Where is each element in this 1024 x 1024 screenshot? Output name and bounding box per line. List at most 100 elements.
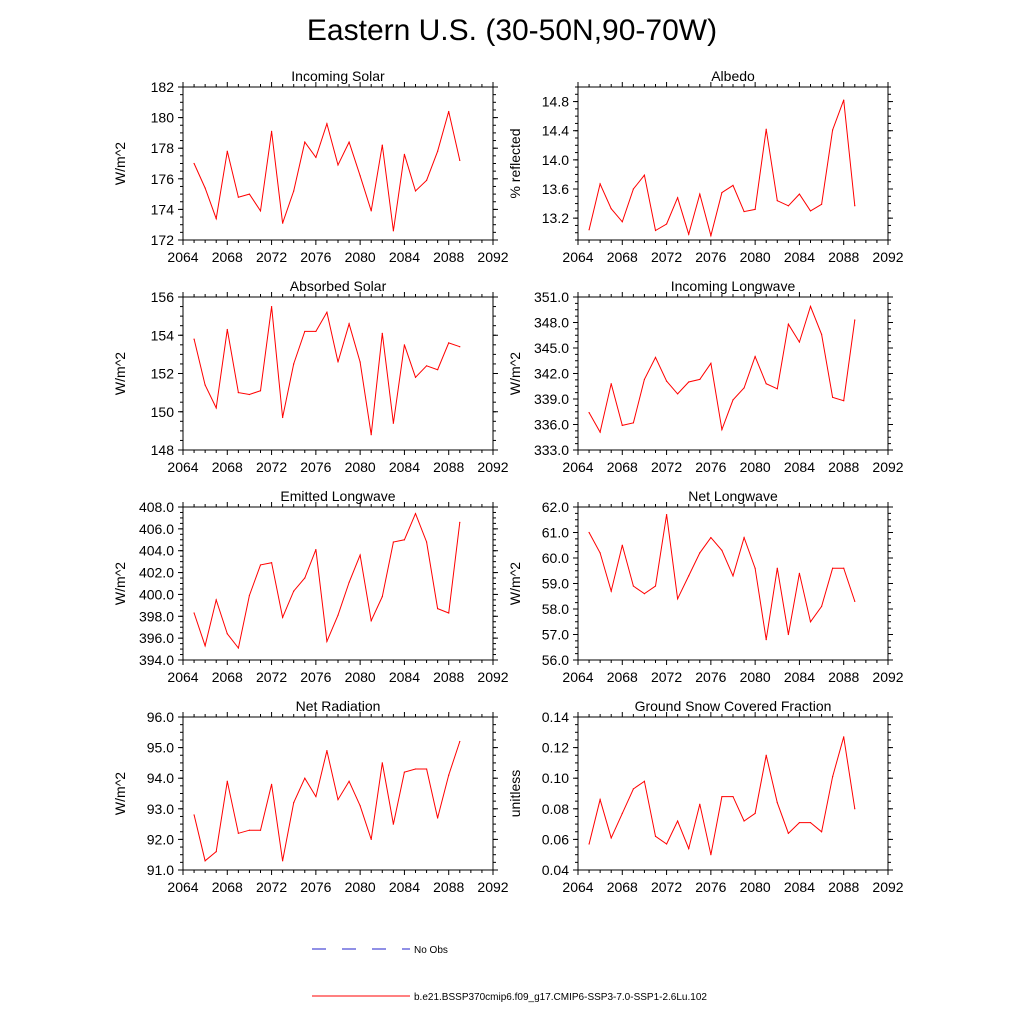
y-tick-label: 154 — [151, 327, 175, 343]
data-point — [754, 355, 756, 358]
y-tick-label: 404.0 — [139, 543, 174, 559]
series-line — [588, 304, 856, 434]
data-point — [459, 521, 461, 523]
x-tick-label: 2072 — [256, 459, 287, 475]
chart-title: Absorbed Solar — [290, 278, 387, 294]
x-tick-label: 2088 — [433, 249, 464, 265]
data-point — [654, 585, 657, 587]
x-tick-label: 2064 — [562, 459, 593, 475]
data-point — [193, 162, 195, 165]
data-point — [743, 537, 745, 539]
data-point — [588, 412, 590, 414]
data-point — [381, 596, 383, 598]
series-line — [193, 111, 461, 231]
chart-title: Emitted Longwave — [280, 488, 395, 504]
data-point — [448, 612, 450, 614]
data-point — [743, 210, 745, 213]
x-tick-label: 2080 — [345, 459, 376, 475]
x-tick-label: 2084 — [389, 459, 420, 475]
x-tick-label: 2068 — [212, 459, 243, 475]
data-point — [820, 831, 823, 833]
data-point — [237, 196, 239, 198]
data-point — [326, 123, 328, 125]
data-point — [776, 567, 778, 569]
data-point — [732, 399, 734, 401]
y-tick-label: 402.0 — [139, 565, 174, 581]
y-tick-label: 336.0 — [534, 417, 569, 433]
data-point — [754, 208, 756, 210]
chart-panel-3: Incoming Longwave W/m^2 2064 2068 2072 2076 20… — [507, 278, 904, 475]
x-tick-label: 2072 — [651, 249, 682, 265]
data-point — [599, 431, 601, 433]
chart-panel-5: Net Longwave W/m^2 2064 2068 2072 2076 2080 208… — [507, 488, 904, 685]
x-tick-label: 2084 — [784, 669, 815, 685]
data-point — [721, 549, 723, 551]
data-point — [710, 854, 712, 856]
y-tick-label: 178 — [151, 140, 175, 156]
series-line — [588, 736, 856, 855]
plot-frame — [577, 296, 889, 451]
data-point — [215, 407, 217, 409]
y-tick-label: 156 — [151, 289, 175, 305]
data-point — [610, 590, 612, 592]
data-point — [193, 612, 195, 614]
y-axis-label: unitless — [507, 770, 523, 817]
data-point — [732, 184, 734, 186]
x-tick-label: 2076 — [300, 459, 331, 475]
data-point — [304, 141, 306, 143]
data-point — [754, 812, 756, 814]
x-tick-label: 2076 — [695, 249, 726, 265]
y-tick-label: 0.12 — [542, 740, 569, 756]
data-point — [643, 780, 646, 782]
y-tick-label: 0.08 — [542, 801, 569, 817]
data-point — [765, 639, 767, 641]
chart-panel-4: Emitted Longwave W/m^2 2064 2068 2072 2076 208… — [112, 488, 509, 685]
y-axis-label: W/m^2 — [507, 352, 523, 395]
legend-obs-label: No Obs — [414, 945, 448, 956]
data-point — [688, 847, 690, 850]
data-point — [787, 832, 789, 834]
data-point — [843, 736, 845, 738]
y-tick-label: 14.8 — [542, 94, 569, 110]
data-point — [809, 621, 812, 623]
y-tick-label: 351.0 — [534, 289, 569, 305]
x-tick-label: 2080 — [740, 459, 771, 475]
y-tick-label: 342.0 — [534, 366, 569, 382]
data-point — [743, 820, 745, 822]
data-point — [832, 396, 834, 398]
data-point — [282, 222, 284, 224]
y-tick-label: 148 — [151, 442, 175, 458]
y-tick-label: 61.0 — [542, 525, 569, 541]
data-point — [798, 821, 801, 824]
data-point — [459, 159, 461, 162]
x-tick-label: 2092 — [872, 459, 903, 475]
data-point — [437, 150, 439, 152]
data-point — [677, 598, 679, 600]
data-point — [665, 843, 668, 845]
data-point — [403, 771, 406, 773]
data-point — [832, 567, 834, 569]
data-point — [226, 780, 228, 782]
chart-panel-7: Ground Snow Covered Fraction unitless 2064… — [507, 698, 904, 895]
data-point — [820, 605, 823, 608]
y-tick-label: 59.0 — [542, 576, 569, 592]
data-point — [204, 645, 206, 647]
data-point — [459, 740, 461, 743]
chart-title: Incoming Solar — [291, 68, 385, 84]
data-point — [854, 319, 856, 321]
series-line — [193, 741, 461, 862]
data-point — [337, 799, 339, 801]
data-point — [315, 156, 317, 158]
data-point — [259, 564, 262, 566]
x-tick-label: 2084 — [389, 669, 420, 685]
data-point — [854, 600, 856, 602]
y-axis-label: W/m^2 — [112, 772, 128, 815]
data-point — [315, 330, 317, 333]
y-tick-label: 60.0 — [542, 550, 569, 566]
x-tick-label: 2088 — [828, 459, 859, 475]
y-tick-label: 95.0 — [147, 740, 174, 756]
x-tick-label: 2092 — [872, 879, 903, 895]
x-tick-label: 2076 — [300, 249, 331, 265]
data-point — [270, 783, 273, 785]
data-point — [710, 537, 712, 539]
